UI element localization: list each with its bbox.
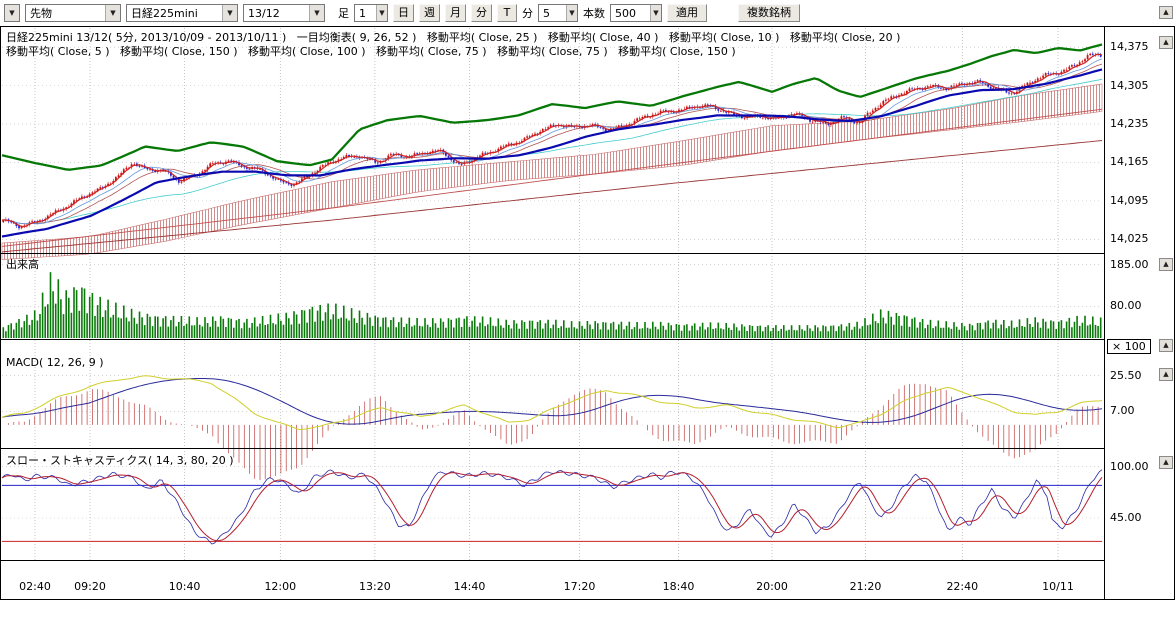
scroll-up-button-stoch[interactable]: ▲ [1159,456,1173,469]
interval-number-select[interactable]: 1 ▼ [354,4,388,22]
chart-plot-area[interactable] [0,0,1175,640]
stochastics-pane-label: スロー・ストキャスティクス( 14, 3, 80, 20 ) [6,452,234,468]
time-axis-label: 10/11 [1038,580,1078,593]
up-arrow-icon: ▲ [1163,370,1168,378]
time-axis-label: 17:20 [560,580,600,593]
volume-multiplier-badge: × 100 [1107,339,1151,354]
minute-value-select[interactable]: 5 ▼ [538,4,578,22]
price-axis-label: 14,235 [1110,117,1149,130]
time-axis-label: 12:00 [260,580,300,593]
volume-pane-label: 出来高 [6,256,39,272]
minute-label: 分 [522,5,533,21]
scroll-up-button-volume2[interactable]: ▲ [1159,339,1173,352]
weekly-bars-button[interactable]: 週 [419,4,440,22]
bar-count-value: 500 [611,7,650,20]
price-axis-label: 14,375 [1110,40,1149,53]
time-axis-label: 20:00 [752,580,792,593]
up-arrow-icon: ▲ [1163,8,1168,16]
bar-count-select[interactable]: 500 ▼ [610,4,662,22]
chevron-down-icon: ▼ [5,5,19,21]
scroll-up-button-toolbar[interactable]: ▲ [1159,6,1173,19]
time-axis-label: 22:40 [942,580,982,593]
tick-bars-button[interactable]: T [497,4,517,22]
toolbar: ▼ 先物 ▼ 日経225mini ▼ 13/12 ▼ 足 1 ▼ 日 週 月 分… [0,0,1175,26]
time-axis-label: 10:40 [165,580,205,593]
scroll-up-button-macd[interactable]: ▲ [1159,368,1173,381]
multi-symbol-button[interactable]: 複数銘柄 [738,4,800,22]
scroll-up-button-volume[interactable]: ▲ [1159,258,1173,271]
up-arrow-icon: ▲ [1163,260,1168,268]
symbol-value: 日経225mini [127,5,222,21]
chevron-down-icon: ▼ [222,5,237,21]
category-value: 先物 [26,5,105,21]
price-axis-label: 14,305 [1110,79,1149,92]
time-axis-label: 13:20 [355,580,395,593]
price-axis-label: 14,025 [1110,232,1149,245]
bar-type-label: 足 [338,5,349,21]
mini-dropdown[interactable]: ▼ [4,4,20,22]
minute-value: 5 [539,7,566,20]
up-arrow-icon: ▲ [1163,341,1168,349]
trading-chart-window: ▼ 先物 ▼ 日経225mini ▼ 13/12 ▼ 足 1 ▼ 日 週 月 分… [0,0,1175,640]
up-arrow-icon: ▲ [1163,38,1168,46]
time-axis-label: 21:20 [846,580,886,593]
interval-number-value: 1 [355,7,376,20]
contract-month-value: 13/12 [244,7,309,20]
monthly-bars-button[interactable]: 月 [445,4,466,22]
price-axis-label: 14,095 [1110,194,1149,207]
chevron-down-icon: ▼ [650,5,661,21]
daily-bars-button[interactable]: 日 [393,4,414,22]
macd-axis-label: 25.50 [1110,369,1142,382]
time-axis-label: 09:20 [70,580,110,593]
indicator-header-line2: 移動平均( Close, 5 ) 移動平均( Close, 150 ) 移動平均… [6,43,736,59]
scroll-up-button-price[interactable]: ▲ [1159,36,1173,49]
chevron-down-icon: ▼ [309,5,324,21]
contract-month-select[interactable]: 13/12 ▼ [243,4,325,22]
time-axis-label: 14:40 [450,580,490,593]
stoch-axis-label: 45.00 [1110,511,1142,524]
price-axis-label: 14,165 [1110,155,1149,168]
up-arrow-icon: ▲ [1163,458,1168,466]
macd-pane-label: MACD( 12, 26, 9 ) [6,356,104,369]
bar-count-label: 本数 [583,5,605,21]
apply-button[interactable]: 適用 [667,4,707,22]
symbol-select[interactable]: 日経225mini ▼ [126,4,238,22]
chevron-down-icon: ▼ [105,5,120,21]
chevron-down-icon: ▼ [376,5,387,21]
category-select[interactable]: 先物 ▼ [25,4,121,22]
chevron-down-icon: ▼ [566,5,577,21]
minute-bars-button[interactable]: 分 [471,4,492,22]
stoch-axis-label: 100.00 [1110,460,1149,473]
time-axis-label: 18:40 [659,580,699,593]
macd-axis-label: 7.00 [1110,404,1135,417]
volume-axis-label: 80.00 [1110,299,1142,312]
volume-axis-label: 185.00 [1110,258,1149,271]
time-axis-label: 02:40 [15,580,55,593]
